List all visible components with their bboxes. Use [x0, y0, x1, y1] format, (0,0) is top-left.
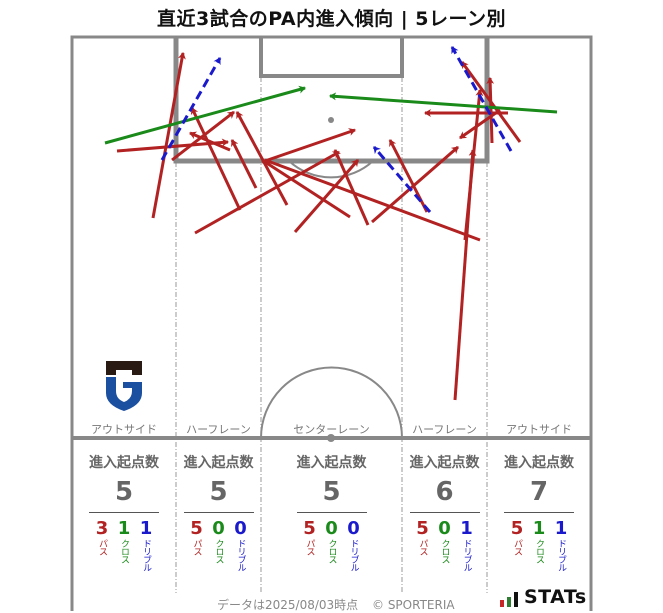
pass-arrows	[116, 52, 522, 401]
divider	[183, 512, 254, 513]
penalty-spot	[328, 117, 334, 123]
divider	[89, 512, 159, 513]
pass-label: パス	[191, 539, 202, 555]
lane-stats-halfspace-right: 進入起点数 6 5 パス 0 クロス 1 ドリブル	[402, 452, 487, 571]
stats-brand-logo: STATs	[500, 588, 587, 607]
dribble-arrows	[160, 46, 513, 213]
dribble-label: ドリブル	[556, 539, 566, 571]
pass-count: 5	[510, 518, 524, 539]
dribble-count: 1	[460, 518, 473, 539]
pass-label: パス	[97, 539, 107, 555]
stats-label: STATs	[524, 586, 587, 608]
stat-total: 5	[114, 477, 134, 507]
cross-label: クロス	[534, 539, 544, 563]
pass-label: パス	[304, 539, 315, 555]
pass-count: 5	[190, 518, 203, 539]
pass-count: 5	[303, 518, 316, 539]
stat-header: 進入起点数	[504, 455, 574, 471]
logo-bar-icon	[507, 597, 511, 607]
lane-stats-outside-right: 進入起点数 7 5 パス 1 クロス 1 ドリブル	[487, 452, 591, 571]
stat-header: 進入起点数	[183, 455, 254, 471]
lane-stats-halfspace-left: 進入起点数 5 5 パス 0 クロス 0 ドリブル	[176, 452, 261, 571]
stat-total: 5	[209, 477, 228, 507]
pass-count: 5	[416, 518, 429, 539]
stat-header: 進入起点数	[409, 455, 480, 471]
dribble-count: 1	[139, 518, 153, 539]
lane-stats-outside-left: 進入起点数 5 3 パス 1 クロス 1 ドリブル	[72, 452, 176, 571]
pass-label: パス	[512, 539, 522, 555]
cross-arrows	[104, 85, 558, 145]
dribble-count: 0	[234, 518, 247, 539]
cross-label: クロス	[326, 539, 337, 563]
copyright: © SPORTERIA	[372, 598, 455, 612]
lane-label-center: センターレーン	[293, 423, 370, 436]
data-date: データは2025/08/03時点	[217, 598, 359, 612]
lane-label-outside-left: アウトサイド	[91, 423, 157, 436]
team-crest-icon	[106, 361, 142, 411]
stat-header: 進入起点数	[296, 455, 367, 471]
lane-dividers	[175, 77, 488, 593]
lane-label-halfspace-right: ハーフレーン	[412, 423, 477, 436]
stat-total: 5	[322, 477, 341, 507]
cross-count: 0	[325, 518, 338, 539]
pass-count: 3	[95, 518, 109, 539]
chart-title: 直近3試合のPA内進入傾向 | 5レーン別	[156, 8, 507, 30]
cross-label: クロス	[119, 539, 129, 563]
cross-label: クロス	[213, 539, 224, 563]
stat-total: 6	[435, 477, 454, 507]
cross-count: 0	[438, 518, 451, 539]
divider	[296, 512, 367, 513]
stat-total: 7	[529, 477, 549, 507]
lane-label-outside-right: アウトサイド	[506, 423, 572, 436]
stat-header: 進入起点数	[89, 455, 159, 471]
cross-count: 0	[212, 518, 225, 539]
footer-note: データは2025/08/03時点 © SPORTERIA	[217, 596, 455, 613]
divider	[504, 512, 574, 513]
dribble-label: ドリブル	[141, 539, 151, 571]
logo-bar-icon	[514, 592, 518, 607]
cross-label: クロス	[439, 539, 450, 563]
dribble-count: 0	[347, 518, 360, 539]
lane-stats-center: 進入起点数 5 5 パス 0 クロス 0 ドリブル	[261, 452, 402, 571]
dribble-label: ドリブル	[348, 539, 359, 571]
dribble-label: ドリブル	[235, 539, 246, 571]
logo-bar-icon	[500, 600, 504, 607]
pass-label: パス	[417, 539, 428, 555]
cross-count: 1	[532, 518, 546, 539]
dribble-count: 1	[554, 518, 568, 539]
lane-label-halfspace-left: ハーフレーン	[186, 423, 251, 436]
cross-count: 1	[117, 518, 131, 539]
dribble-label: ドリブル	[461, 539, 472, 571]
divider	[409, 512, 480, 513]
center-spot	[327, 434, 335, 442]
